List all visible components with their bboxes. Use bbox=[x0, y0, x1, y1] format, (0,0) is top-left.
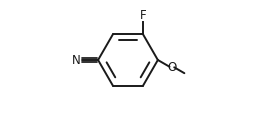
Text: F: F bbox=[140, 9, 146, 22]
Text: O: O bbox=[167, 61, 177, 74]
Text: N: N bbox=[72, 54, 81, 66]
